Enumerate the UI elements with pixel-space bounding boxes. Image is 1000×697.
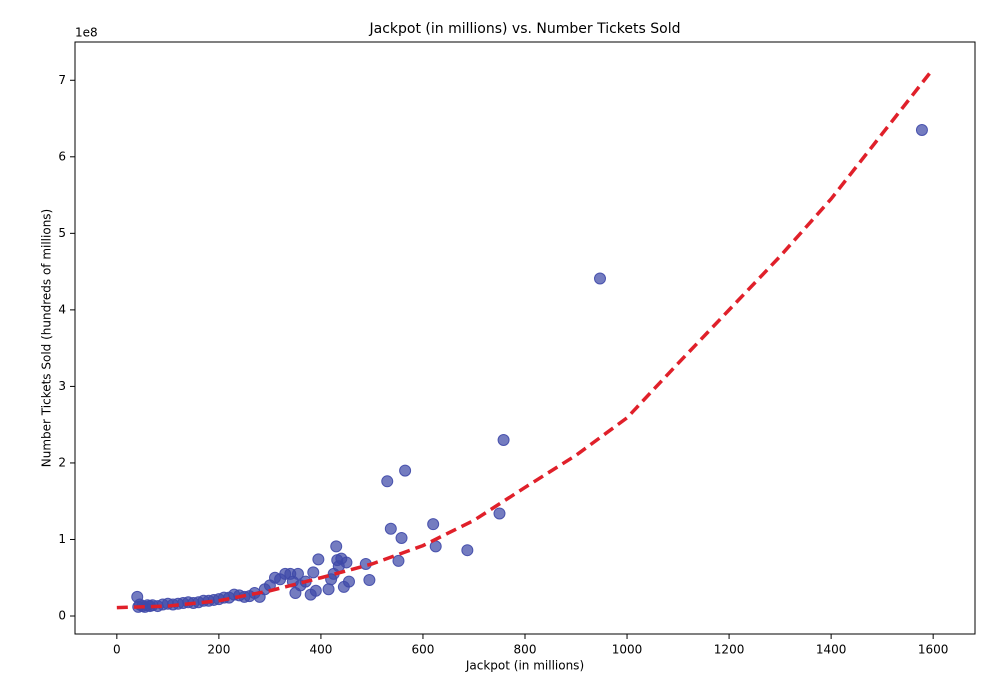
data-point bbox=[363, 574, 376, 587]
x-tick-label: 1400 bbox=[816, 643, 847, 657]
data-point bbox=[497, 433, 510, 446]
chart-title: Jackpot (in millions) vs. Number Tickets… bbox=[369, 21, 681, 37]
y-tick-label: 4 bbox=[58, 302, 66, 316]
y-tick-label: 7 bbox=[58, 73, 66, 87]
data-point bbox=[340, 556, 353, 569]
data-point bbox=[399, 464, 412, 477]
y-tick-label: 5 bbox=[58, 226, 66, 240]
data-point bbox=[312, 553, 325, 566]
data-point bbox=[330, 540, 343, 553]
fit-line bbox=[116, 67, 935, 610]
data-point bbox=[915, 124, 928, 137]
x-tick-label: 400 bbox=[309, 643, 332, 657]
data-point bbox=[342, 575, 355, 588]
x-tick-label: 0 bbox=[113, 643, 121, 657]
data-point bbox=[395, 531, 408, 544]
y-tick-label: 1 bbox=[58, 532, 66, 546]
data-point bbox=[594, 272, 606, 285]
x-axis-label: Jackpot (in millions) bbox=[465, 659, 584, 673]
x-tick-label: 600 bbox=[412, 643, 435, 657]
data-point bbox=[384, 522, 397, 535]
x-tick-label: 1200 bbox=[714, 643, 745, 657]
y-tick-label: 0 bbox=[58, 609, 66, 623]
x-tick-label: 1600 bbox=[918, 643, 949, 657]
data-point bbox=[322, 583, 335, 596]
plot-frame bbox=[74, 41, 976, 635]
data-point bbox=[493, 507, 506, 520]
data-point bbox=[381, 475, 394, 488]
x-tick-label: 200 bbox=[207, 643, 230, 657]
y-tick-label: 3 bbox=[58, 379, 66, 393]
y-tick-label: 6 bbox=[58, 149, 66, 163]
data-point bbox=[461, 544, 474, 557]
data-point bbox=[427, 518, 440, 531]
x-tick-label: 1000 bbox=[612, 643, 643, 657]
data-point bbox=[392, 554, 405, 567]
x-tick-label: 800 bbox=[514, 643, 537, 657]
data-point bbox=[291, 567, 304, 580]
y-tick-label: 2 bbox=[58, 455, 66, 469]
data-point bbox=[309, 584, 322, 597]
y-offset-label: 1e8 bbox=[75, 26, 98, 40]
y-axis-label: Number Tickets Sold (hundreds of million… bbox=[40, 209, 54, 467]
data-point bbox=[307, 566, 320, 579]
